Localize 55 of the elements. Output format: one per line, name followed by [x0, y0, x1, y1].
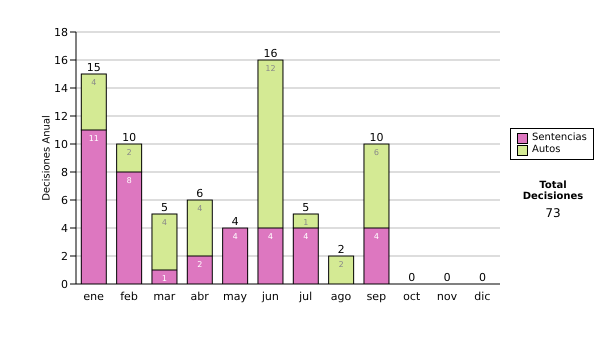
x-tick-label: ago [330, 290, 352, 303]
y-tick-label: 10 [54, 138, 68, 151]
data-label: 4 [268, 232, 274, 241]
data-label: 12 [265, 64, 276, 73]
text: Total Decisiones [522, 180, 584, 202]
legend-label: Autos [532, 144, 560, 156]
x-tick-label: oct [403, 290, 421, 303]
total-label: 4 [232, 215, 239, 228]
x-tick-label: may [223, 290, 248, 303]
y-tick-label: 16 [54, 54, 68, 67]
data-label: 4 [374, 232, 380, 241]
data-label: 6 [374, 148, 380, 157]
total-label: 5 [160, 201, 168, 214]
x-tick-label: sep [366, 290, 386, 303]
y-tick-label: 8 [61, 166, 68, 179]
total-label: 15 [86, 61, 101, 74]
x-tick-label: abr [190, 290, 210, 303]
x-tick-label: nov [436, 290, 458, 303]
x-tick-label: dic [474, 290, 490, 303]
y-tick-label: 2 [61, 250, 68, 263]
data-label: 4 [197, 204, 202, 213]
y-tick-label: 0 [61, 278, 68, 291]
total-label: 0 [408, 271, 416, 284]
data-label: 2 [338, 260, 344, 269]
y-tick-label: 6 [61, 194, 68, 207]
data-label: 1 [162, 274, 168, 283]
total-label: 0 [478, 271, 486, 284]
total-label: 10 [369, 131, 384, 144]
total-label: 10 [122, 131, 136, 144]
data-label: 8 [126, 176, 132, 185]
x-tick-label: ene [83, 290, 104, 303]
data-label: 4 [303, 232, 308, 241]
data-label: 11 [88, 134, 99, 143]
y-tick-label: 12 [54, 110, 68, 123]
x-tick-label: jun [260, 290, 279, 303]
y-tick-label: 18 [54, 26, 68, 39]
x-tick-label: feb [120, 290, 138, 303]
data-label: 4 [91, 78, 96, 87]
data-label: 4 [162, 218, 168, 227]
y-tick-label: 14 [54, 82, 68, 95]
data-label: 4 [232, 232, 238, 241]
x-tick-label: jul [298, 290, 312, 303]
total-label: 0 [444, 271, 451, 284]
total-label: 5 [302, 201, 310, 214]
total-label: 16 [263, 47, 278, 60]
data-label: 2 [126, 148, 132, 157]
total-label: 6 [196, 187, 204, 200]
y-tick-label: 4 [61, 222, 68, 235]
total-label: 2 [338, 243, 345, 256]
data-label: 2 [197, 260, 202, 269]
x-tick-label: mar [153, 290, 176, 303]
data-label: 1 [303, 218, 308, 227]
text: 73 [544, 206, 562, 220]
legend-label: Sentencias [532, 132, 587, 144]
y-axis-title: Decisiones Anual [42, 115, 53, 201]
